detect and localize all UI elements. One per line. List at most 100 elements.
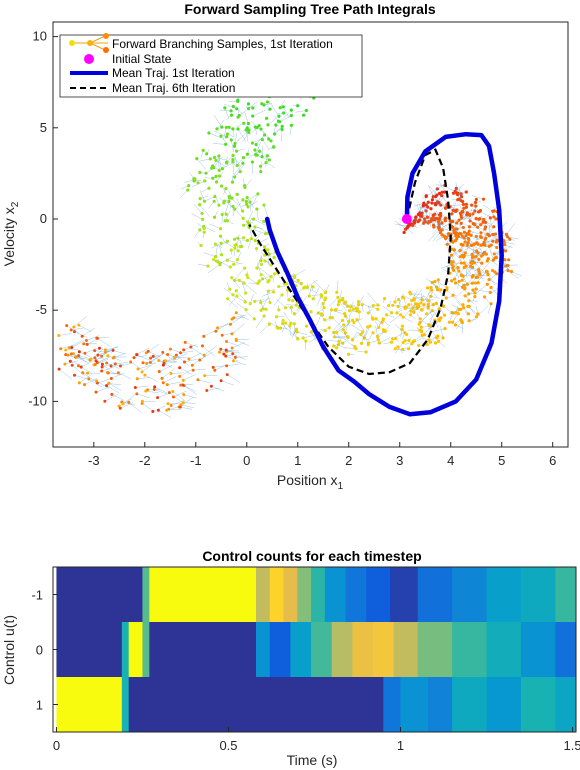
tree-edge xyxy=(111,372,125,379)
sample-point xyxy=(461,202,466,207)
tree-edge xyxy=(241,280,246,294)
sample-point xyxy=(337,339,341,343)
sample-point xyxy=(476,312,480,316)
sample-point xyxy=(349,305,353,309)
tree-edge xyxy=(256,209,259,220)
sample-point xyxy=(264,160,268,165)
sample-point xyxy=(396,345,400,349)
sample-point xyxy=(377,341,382,345)
tree-edge xyxy=(179,189,188,199)
sample-point xyxy=(343,300,348,304)
sample-point xyxy=(227,125,231,129)
tree-edge xyxy=(226,351,240,353)
tree-edge xyxy=(394,324,407,335)
sample-point xyxy=(211,365,215,369)
sample-point xyxy=(474,197,478,202)
sample-point xyxy=(435,288,440,292)
sample-point xyxy=(160,376,164,380)
tree-edge xyxy=(66,325,80,334)
sample-point xyxy=(483,295,487,299)
tree-edge xyxy=(191,213,203,220)
sample-point xyxy=(492,252,496,256)
heatmap-cell xyxy=(56,567,143,622)
tree-edge xyxy=(221,380,234,386)
sample-point xyxy=(457,307,461,312)
tree-edge xyxy=(144,374,158,382)
sample-point xyxy=(491,209,495,213)
sample-point xyxy=(482,217,486,222)
sample-point xyxy=(215,127,219,131)
tree-edge xyxy=(367,292,379,306)
tree-edge xyxy=(113,352,127,359)
sample-point xyxy=(109,376,113,380)
sample-point xyxy=(467,229,471,233)
sample-point xyxy=(205,152,209,156)
sample-point xyxy=(419,325,423,329)
sample-point xyxy=(478,217,482,221)
tree-edge xyxy=(297,331,308,336)
tree-edge xyxy=(345,347,356,350)
tree-edge xyxy=(261,103,270,112)
tree-edge xyxy=(214,193,220,206)
sample-point xyxy=(277,284,281,289)
sample-point xyxy=(230,180,235,184)
tree-edge xyxy=(265,162,275,169)
sample-point xyxy=(450,260,454,264)
sample-point xyxy=(473,223,477,227)
sample-point xyxy=(100,369,104,373)
tree-edge xyxy=(466,256,474,268)
heatmap-cell xyxy=(56,622,123,677)
sample-point xyxy=(202,226,206,230)
tree-edge xyxy=(256,262,262,275)
sample-point xyxy=(267,158,271,162)
sample-point xyxy=(360,303,364,307)
tree-edge xyxy=(426,188,438,197)
tree-edge xyxy=(394,342,404,354)
sample-point xyxy=(245,273,249,277)
sample-point xyxy=(381,317,385,321)
sample-point xyxy=(65,324,69,328)
tree-edge xyxy=(423,290,432,303)
heatmap-cell xyxy=(452,567,488,622)
tree-edge xyxy=(336,280,339,293)
tree-edge xyxy=(511,271,523,277)
sample-point xyxy=(361,330,365,334)
sample-point xyxy=(350,318,355,322)
sample-point xyxy=(202,334,206,338)
tree-edge xyxy=(392,305,405,307)
sample-point xyxy=(459,232,463,236)
sample-point xyxy=(417,322,421,326)
tree-edge xyxy=(455,235,466,241)
sample-point xyxy=(209,384,213,388)
tree-edge xyxy=(419,221,431,226)
tree-edge xyxy=(184,358,198,363)
tree-edge xyxy=(428,313,434,326)
sample-point xyxy=(467,299,471,303)
sample-point xyxy=(477,257,481,261)
sample-point xyxy=(166,402,170,406)
sample-point xyxy=(258,164,263,168)
sample-point xyxy=(229,113,234,117)
tree-edge xyxy=(488,258,499,266)
x-tick-label: 4 xyxy=(447,453,454,468)
tree-edge xyxy=(242,132,249,142)
tree-edge xyxy=(439,226,451,232)
sample-point xyxy=(289,305,293,309)
sample-point xyxy=(450,279,454,283)
sample-point xyxy=(229,109,233,113)
sample-point xyxy=(183,340,187,344)
sample-point xyxy=(474,287,478,291)
sample-point xyxy=(248,302,252,306)
tree-edge xyxy=(352,332,362,341)
sample-point xyxy=(212,215,217,219)
sample-point xyxy=(200,211,204,216)
sample-point xyxy=(466,312,470,316)
sample-point xyxy=(450,320,455,324)
sample-point xyxy=(247,128,251,132)
sample-point xyxy=(334,308,338,312)
heatmap-cell xyxy=(520,677,556,732)
sample-point xyxy=(332,344,336,348)
tree-edge xyxy=(376,331,385,340)
x-tick-label: 2 xyxy=(345,453,352,468)
tree-edge xyxy=(227,298,238,309)
